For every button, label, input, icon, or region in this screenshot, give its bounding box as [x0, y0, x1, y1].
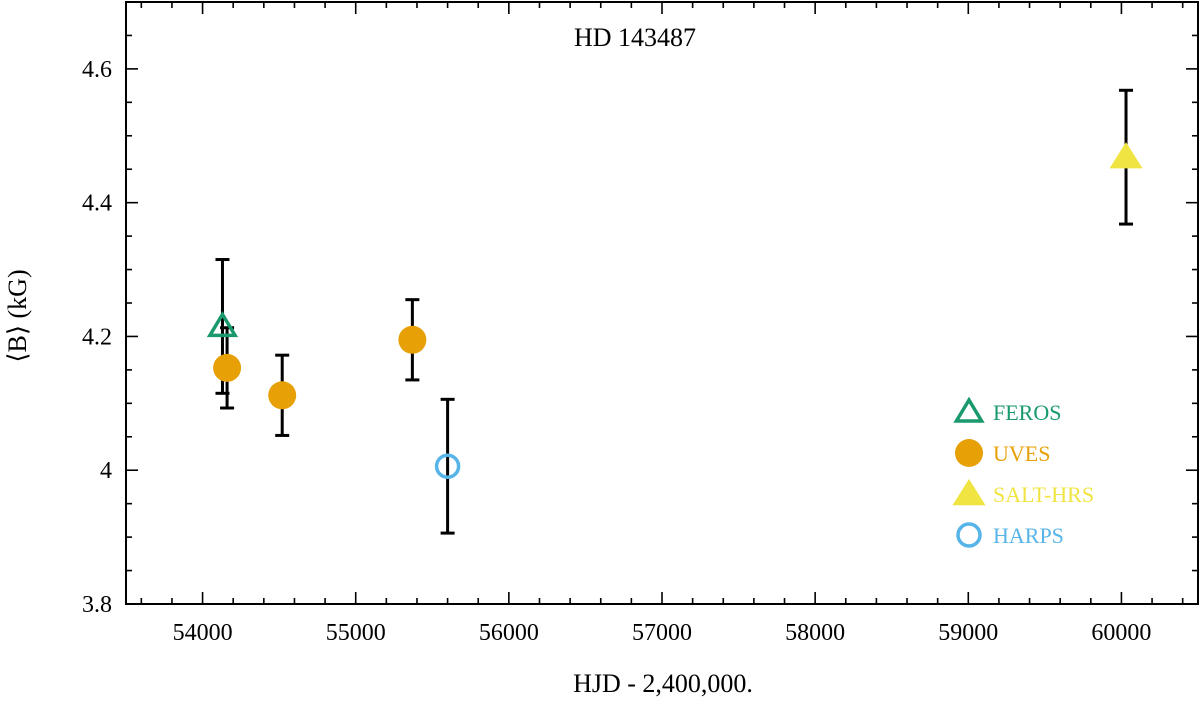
legend-marker-uves [955, 439, 983, 467]
legend-label-salt-hrs: SALT-HRS [993, 482, 1094, 507]
x-tick-label: 57000 [632, 620, 692, 646]
legend-marker-salt-hrs [952, 479, 986, 506]
legend-marker-feros [953, 396, 985, 423]
data-point-uves [268, 381, 297, 410]
legend-label-uves: UVES [993, 441, 1050, 466]
x-tick-label: 59000 [938, 620, 998, 646]
error-bars [215, 88, 1134, 535]
data-point-uves [398, 325, 427, 354]
data-point-uves [213, 353, 242, 382]
y-tick-label: 4.6 [82, 57, 112, 83]
data-markers [206, 142, 1143, 479]
y-tick-label: 4.2 [82, 324, 112, 350]
data-point-harps [434, 453, 461, 479]
x-tick-label: 60000 [1091, 620, 1151, 646]
legend: FEROS UVES SALT-HRS HARPS [952, 396, 1094, 548]
y-tick-label: 4.4 [82, 191, 112, 217]
legend-label-feros: FEROS [993, 400, 1061, 425]
legend-marker-harps [956, 522, 982, 548]
data-point-salt-hrs [1109, 142, 1143, 169]
x-tick-label: 55000 [326, 620, 386, 646]
y-tick-label: 3.8 [82, 592, 112, 618]
legend-label-harps: HARPS [993, 523, 1064, 548]
x-tick-label: 58000 [785, 620, 845, 646]
axis-tick-labels: 54000 55000 56000 57000 58000 59000 60000 3.8 4 4… [82, 57, 1151, 646]
axis-ticks [126, 1, 1198, 605]
y-tick-label: 4 [100, 458, 112, 484]
x-axis-title: HJD - 2,400,000. [573, 669, 753, 698]
plot-frame [125, 1, 1199, 605]
y-axis-title: ⟨B⟩ (kG) [3, 269, 32, 362]
chart-title: HD 143487 [574, 23, 696, 52]
data-point-feros [206, 311, 239, 338]
x-tick-label: 54000 [173, 620, 233, 646]
x-tick-label: 56000 [479, 620, 539, 646]
